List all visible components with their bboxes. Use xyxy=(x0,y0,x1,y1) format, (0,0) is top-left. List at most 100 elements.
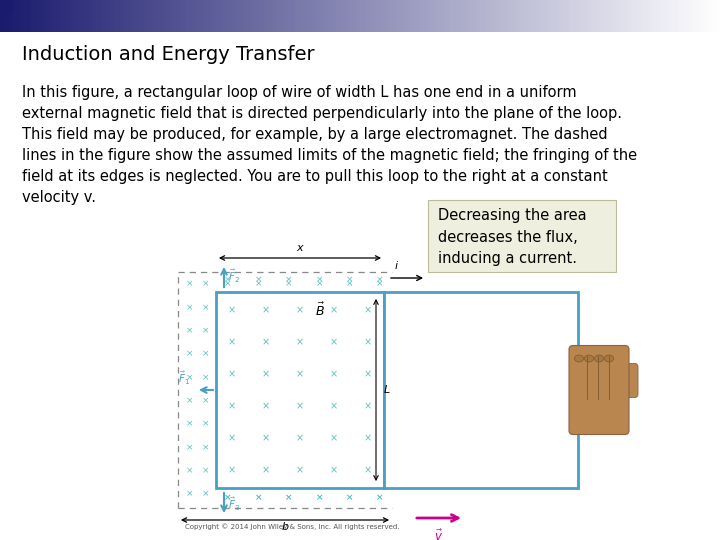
Bar xyxy=(600,0,603,32)
Bar xyxy=(139,0,143,32)
Bar xyxy=(302,0,306,32)
Bar xyxy=(495,0,498,32)
Bar xyxy=(17,0,20,32)
Bar xyxy=(233,0,236,32)
Text: ×: × xyxy=(296,305,304,315)
Bar xyxy=(77,0,80,32)
Bar xyxy=(646,0,649,32)
Bar xyxy=(45,0,49,32)
Bar xyxy=(708,0,711,32)
Bar xyxy=(250,0,253,32)
Bar xyxy=(430,0,433,32)
Bar xyxy=(384,292,578,488)
Ellipse shape xyxy=(575,355,583,362)
Bar xyxy=(677,0,680,32)
Bar xyxy=(63,0,66,32)
Bar xyxy=(228,0,231,32)
Bar xyxy=(466,0,469,32)
Bar xyxy=(223,0,227,32)
Bar xyxy=(413,0,416,32)
Bar xyxy=(207,0,210,32)
Bar xyxy=(456,0,459,32)
Bar xyxy=(670,0,673,32)
Text: ×: × xyxy=(202,303,210,312)
Bar xyxy=(379,0,382,32)
Bar xyxy=(274,0,277,32)
Text: ×: × xyxy=(262,337,270,347)
Bar xyxy=(595,0,598,32)
Bar xyxy=(485,0,488,32)
Bar xyxy=(499,0,503,32)
Text: ×: × xyxy=(224,275,232,285)
Bar xyxy=(528,0,531,32)
Text: ×: × xyxy=(285,494,292,503)
Text: ×: × xyxy=(186,303,194,312)
Bar xyxy=(444,0,447,32)
Bar xyxy=(120,0,123,32)
Bar xyxy=(538,0,541,32)
Bar xyxy=(653,0,656,32)
Bar xyxy=(346,0,349,32)
Bar xyxy=(146,0,150,32)
Bar xyxy=(540,0,544,32)
Bar xyxy=(115,0,119,32)
Text: ×: × xyxy=(364,465,372,475)
Text: $\vec{F}_3$: $\vec{F}_3$ xyxy=(228,495,240,512)
Bar xyxy=(81,0,85,32)
Bar xyxy=(427,0,431,32)
Text: In this figure, a rectangular loop of wire of width L has one end in a uniform
e: In this figure, a rectangular loop of wi… xyxy=(22,85,637,205)
Text: ×: × xyxy=(186,396,194,405)
Bar xyxy=(151,0,155,32)
Bar xyxy=(398,0,402,32)
Bar xyxy=(449,0,452,32)
Bar xyxy=(521,0,524,32)
Bar xyxy=(641,0,644,32)
Bar xyxy=(497,0,500,32)
Bar xyxy=(9,0,13,32)
Bar xyxy=(297,0,301,32)
Bar xyxy=(518,0,522,32)
Text: $\vec{F}_1$: $\vec{F}_1$ xyxy=(178,369,190,387)
Text: ×: × xyxy=(202,489,210,498)
Bar xyxy=(58,0,61,32)
Text: ×: × xyxy=(330,401,338,411)
Text: ×: × xyxy=(262,305,270,315)
Bar xyxy=(711,0,714,32)
Bar xyxy=(72,0,76,32)
Text: ×: × xyxy=(346,494,354,503)
Bar xyxy=(153,0,157,32)
Bar xyxy=(149,0,152,32)
Bar xyxy=(636,0,639,32)
Bar xyxy=(598,0,601,32)
Bar xyxy=(89,0,92,32)
Bar xyxy=(5,0,8,32)
Bar xyxy=(50,0,54,32)
Bar xyxy=(362,0,366,32)
Bar xyxy=(108,0,112,32)
Text: Induction and Energy Transfer: Induction and Energy Transfer xyxy=(22,45,315,64)
Bar xyxy=(279,0,282,32)
Bar xyxy=(230,0,234,32)
Bar xyxy=(127,0,130,32)
Bar xyxy=(415,0,418,32)
Bar xyxy=(441,0,445,32)
Bar xyxy=(432,0,436,32)
Bar xyxy=(360,0,364,32)
Bar xyxy=(480,0,483,32)
Bar xyxy=(475,0,479,32)
Bar xyxy=(684,0,688,32)
Text: ×: × xyxy=(315,494,323,503)
Bar xyxy=(91,0,94,32)
Bar xyxy=(513,0,517,32)
Bar xyxy=(125,0,128,32)
Bar xyxy=(473,0,476,32)
Bar xyxy=(612,0,616,32)
Bar xyxy=(94,0,97,32)
Bar xyxy=(569,0,572,32)
Bar xyxy=(403,0,407,32)
Bar xyxy=(315,0,318,32)
Text: ×: × xyxy=(296,433,304,443)
Bar xyxy=(29,0,32,32)
Bar xyxy=(185,0,188,32)
Bar xyxy=(122,0,126,32)
